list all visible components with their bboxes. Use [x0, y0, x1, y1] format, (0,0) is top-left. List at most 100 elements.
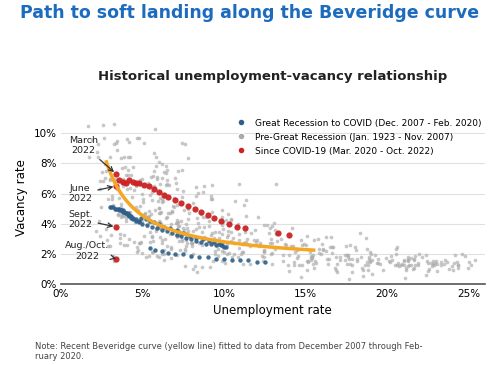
- Point: [414, 260, 422, 266]
- Point: [124, 167, 132, 173]
- Point: [120, 209, 128, 215]
- Point: [410, 265, 418, 271]
- Point: [454, 262, 462, 268]
- Point: [168, 247, 175, 253]
- Point: [279, 252, 287, 258]
- Point: [254, 214, 262, 219]
- Point: [263, 222, 271, 228]
- Point: [137, 182, 145, 188]
- Point: [131, 219, 139, 224]
- Point: [342, 253, 349, 258]
- Point: [162, 243, 170, 249]
- Point: [396, 262, 404, 268]
- Point: [135, 219, 143, 225]
- Point: [106, 177, 114, 183]
- Point: [112, 181, 120, 187]
- Point: [126, 212, 134, 218]
- Point: [241, 226, 249, 231]
- Point: [119, 183, 127, 189]
- Point: [181, 249, 189, 254]
- Point: [307, 253, 315, 259]
- Point: [156, 219, 164, 225]
- Point: [223, 241, 231, 247]
- Point: [191, 263, 199, 269]
- Point: [266, 240, 274, 246]
- Point: [200, 234, 208, 240]
- Point: [130, 239, 138, 245]
- Point: [365, 257, 373, 262]
- Point: [184, 225, 192, 231]
- Point: [135, 218, 143, 224]
- Point: [393, 262, 401, 268]
- Point: [256, 242, 264, 247]
- Point: [279, 258, 287, 264]
- Point: [359, 267, 367, 273]
- Point: [174, 219, 182, 225]
- Point: [132, 135, 140, 141]
- Point: [364, 262, 372, 268]
- Point: [196, 254, 203, 260]
- Point: [268, 261, 276, 267]
- Point: [365, 254, 373, 260]
- Point: [448, 263, 456, 269]
- Point: [108, 204, 116, 210]
- Point: [135, 180, 143, 186]
- Point: [382, 255, 390, 261]
- Point: [96, 178, 104, 184]
- Point: [240, 240, 248, 246]
- Point: [227, 238, 235, 244]
- Point: [128, 194, 136, 200]
- Point: [152, 220, 160, 226]
- Point: [158, 251, 166, 257]
- Point: [146, 218, 154, 224]
- Point: [132, 249, 140, 255]
- Point: [240, 239, 248, 245]
- Point: [246, 261, 254, 267]
- Point: [334, 269, 342, 275]
- Point: [374, 256, 382, 262]
- Point: [123, 186, 131, 192]
- Point: [293, 247, 301, 253]
- Point: [202, 235, 209, 241]
- Point: [392, 262, 400, 268]
- Point: [108, 232, 116, 238]
- Point: [113, 138, 121, 144]
- Point: [208, 209, 216, 215]
- Point: [173, 253, 181, 258]
- Point: [208, 193, 216, 199]
- Point: [210, 235, 218, 241]
- Point: [156, 209, 164, 215]
- Point: [162, 170, 170, 176]
- Point: [282, 241, 290, 247]
- Point: [111, 177, 119, 182]
- Point: [176, 228, 184, 234]
- Point: [139, 196, 147, 202]
- Point: [122, 210, 130, 216]
- Point: [106, 243, 114, 249]
- Point: [118, 207, 126, 213]
- Point: [368, 257, 376, 263]
- Point: [154, 253, 162, 259]
- Point: [210, 241, 218, 247]
- Point: [200, 183, 207, 189]
- Point: [294, 255, 302, 261]
- Point: [104, 237, 112, 243]
- Point: [292, 249, 300, 255]
- Point: [154, 198, 162, 204]
- Point: [164, 167, 172, 173]
- Point: [350, 244, 358, 250]
- Point: [216, 218, 224, 224]
- Point: [415, 251, 423, 257]
- Point: [140, 182, 148, 188]
- Text: Note: Recent Beveridge curve (yellow line) fitted to data from December 2007 thr: Note: Recent Beveridge curve (yellow lin…: [35, 342, 422, 361]
- Point: [188, 243, 196, 249]
- Point: [348, 269, 356, 275]
- Point: [386, 259, 394, 265]
- Point: [141, 211, 149, 217]
- Point: [146, 192, 154, 198]
- Point: [140, 140, 148, 146]
- Point: [422, 272, 430, 277]
- Point: [118, 178, 126, 184]
- Point: [156, 210, 164, 216]
- Point: [331, 265, 339, 271]
